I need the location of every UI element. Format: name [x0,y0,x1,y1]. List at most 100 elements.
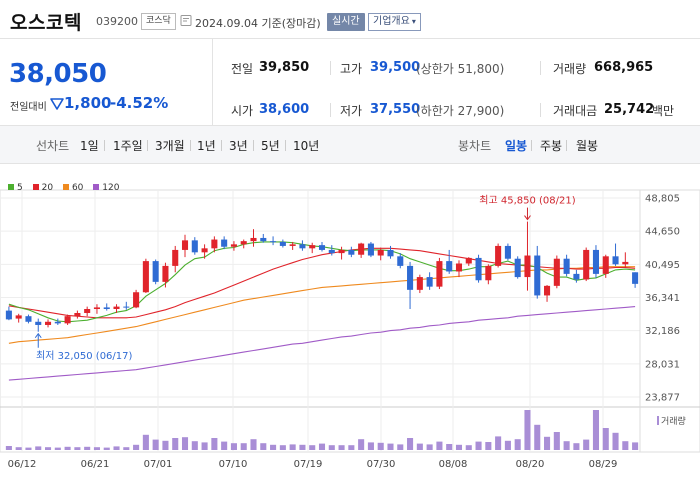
stock-header: 오스코텍 039200 코스닥 2024.09.04 기준(장마감) 실시간 기… [0,0,700,38]
candle-body [152,261,159,282]
ma60-line [8,266,636,344]
tab-daily[interactable]: 일봉 [505,139,528,153]
candle-body [74,312,81,317]
stock-name[interactable]: 오스코텍 [10,12,82,34]
legend-ma120: 120 [93,183,119,193]
tab-weekly[interactable]: 주봉 [540,139,563,153]
candle-body [436,261,443,287]
current-price: 38,050 [9,59,107,89]
volume-bar [299,444,306,450]
volume-bar [504,440,511,450]
candle-body [211,239,218,249]
ma5-line [8,241,636,323]
candle-body [230,244,237,247]
y-tick-label: 36,341 [645,293,680,304]
tab-separator [531,140,532,151]
price-summary: 38,050 전일대비 1,800 -4.52% 전일 39,850 고가 39… [0,38,700,126]
tab-10year[interactable]: 10년 [293,139,320,153]
volume-bar [475,441,482,450]
legend-label: 60 [71,183,84,193]
price-chart[interactable]: 최고 45,850 (08/21) 최저 32,050 (06/17) 48,8… [0,164,700,482]
candle-body [426,277,433,287]
high-marker-arrowhead [524,215,531,221]
low-value: 37,550 [370,102,421,117]
change-label: 전일대비 [10,102,47,113]
x-tick-label: 07/19 [294,459,323,470]
volume-bar [201,442,208,450]
x-tick-label: 06/21 [81,459,110,470]
volume-bar [142,434,149,450]
realtime-button[interactable]: 실시간 [327,13,365,31]
volume-bars [5,410,639,450]
volume-bar [348,445,355,450]
candle-body [387,249,394,257]
volume-bar [162,440,169,450]
tab-3month[interactable]: 3개월 [155,139,185,153]
open-value: 38,600 [259,102,310,117]
candle-body [622,261,629,265]
legend-swatch [93,184,100,190]
volume-bar [44,447,52,450]
candle-body [612,256,619,265]
summary-divider [212,39,213,126]
volume-bar [103,447,110,450]
down-triangle-icon [50,98,64,110]
candle-body [563,258,570,274]
volume-bar [583,439,590,450]
legend-swatch [62,184,69,190]
candle-body [172,249,179,266]
volume-legend: 거래량 [657,415,686,427]
volume-bar [250,439,257,450]
company-info-button[interactable]: 기업개요 ▾ [368,13,421,31]
volume-bar [592,410,600,450]
y-tick-label: 40,495 [645,260,680,271]
prev-close-value: 39,850 [259,60,310,75]
volume-bar [25,447,32,450]
chevron-down-icon: ▾ [411,17,416,26]
candle-body [377,249,384,256]
change-percent: -4.52% [110,94,169,112]
tab-1week[interactable]: 1주일 [113,139,143,153]
candle-body [250,237,257,242]
candle-body [113,306,120,310]
volume-bar [563,441,570,450]
candle-body [289,244,296,246]
legend-swatch [8,184,14,190]
volume-bar [123,447,130,450]
volume-bar [84,446,91,450]
candle-body [534,255,541,296]
candle-body [64,316,71,324]
volume-value: 668,965 [594,60,654,75]
candle-body [475,257,482,281]
candle-body [338,249,345,254]
volume-bar [221,441,228,450]
volume-bar [15,447,22,450]
tab-3year[interactable]: 3년 [229,139,248,153]
date-axis: 06/12 06/21 07/01 07/10 07/19 07/30 08/08 08/20… [8,459,618,470]
tab-5year[interactable]: 5년 [261,139,280,153]
volume-bar [573,443,580,450]
candle-body [44,321,52,325]
volume-legend-swatch [657,416,659,425]
y-tick-label: 32,186 [645,326,680,337]
lower-limit: (하한가 27,900) [416,104,505,118]
tab-separator [253,140,254,151]
candle-body [358,243,365,255]
volume-bar [230,443,237,450]
volume-bar [534,424,541,450]
candle-body [367,243,374,256]
y-tick-label: 48,805 [645,194,680,205]
tab-1year[interactable]: 1년 [197,139,216,153]
tab-monthly[interactable]: 월봉 [576,139,599,153]
market-badge: 코스닥 [141,13,176,30]
candle-body [201,248,208,253]
candlestick-series [5,221,639,332]
volume-bar [367,442,374,450]
volume-bar [622,441,629,450]
tab-1day[interactable]: 1일 [80,139,99,153]
candle-body [309,245,316,249]
high-label: 고가 [340,62,363,76]
legend-label: 120 [102,183,120,193]
candle-body [455,263,463,272]
x-tick-label: 07/10 [219,459,248,470]
